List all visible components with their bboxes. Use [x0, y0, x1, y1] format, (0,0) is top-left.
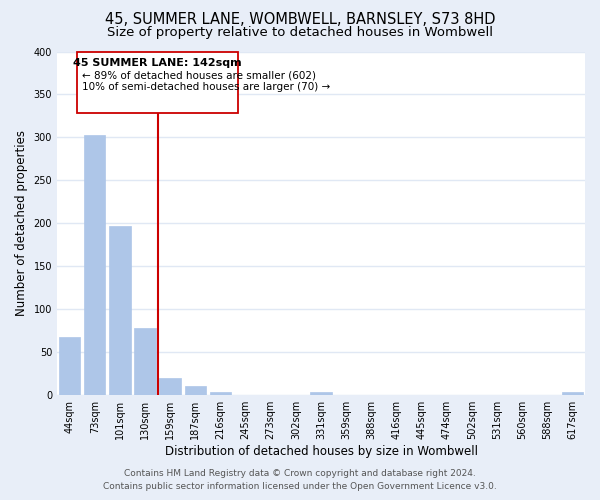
- Bar: [210, 392, 231, 394]
- FancyBboxPatch shape: [77, 52, 238, 114]
- Text: 10% of semi-detached houses are larger (70) →: 10% of semi-detached houses are larger (…: [82, 82, 331, 92]
- Bar: [84, 134, 106, 394]
- Y-axis label: Number of detached properties: Number of detached properties: [15, 130, 28, 316]
- Bar: [109, 226, 131, 394]
- Bar: [562, 392, 583, 394]
- Text: Size of property relative to detached houses in Wombwell: Size of property relative to detached ho…: [107, 26, 493, 39]
- Text: ← 89% of detached houses are smaller (602): ← 89% of detached houses are smaller (60…: [82, 70, 316, 81]
- X-axis label: Distribution of detached houses by size in Wombwell: Distribution of detached houses by size …: [164, 444, 478, 458]
- Bar: [310, 392, 332, 394]
- Text: Contains HM Land Registry data © Crown copyright and database right 2024.
Contai: Contains HM Land Registry data © Crown c…: [103, 470, 497, 491]
- Text: 45 SUMMER LANE: 142sqm: 45 SUMMER LANE: 142sqm: [73, 58, 242, 68]
- Bar: [59, 337, 80, 394]
- Bar: [185, 386, 206, 394]
- Bar: [160, 378, 181, 394]
- Bar: [134, 328, 156, 394]
- Text: 45, SUMMER LANE, WOMBWELL, BARNSLEY, S73 8HD: 45, SUMMER LANE, WOMBWELL, BARNSLEY, S73…: [105, 12, 495, 28]
